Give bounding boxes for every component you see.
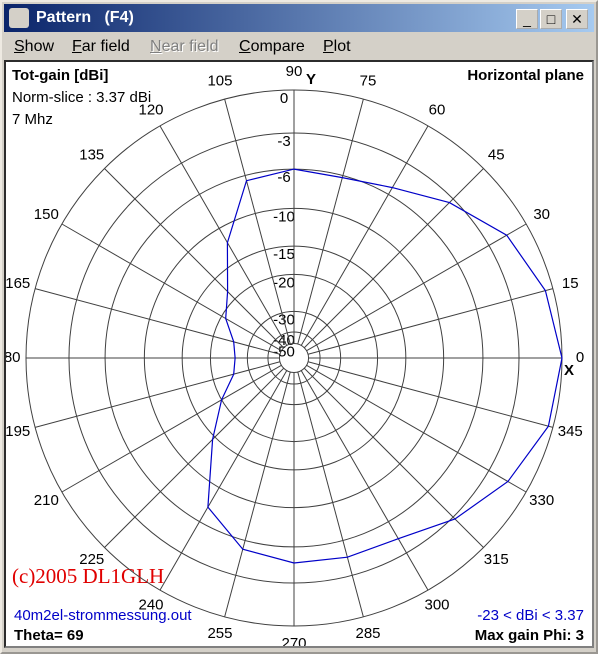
grid-spoke — [303, 367, 484, 548]
menu-item[interactable]: Compare — [239, 38, 305, 55]
r-tick-label: -3 — [277, 133, 290, 150]
angle-tick-label: 255 — [207, 625, 232, 642]
angle-tick-label: 225 — [79, 551, 104, 568]
angle-tick-label: 120 — [138, 101, 163, 118]
grid-spoke — [297, 99, 364, 345]
angle-tick-label: 345 — [558, 423, 583, 440]
angle-tick-label: 165 — [6, 275, 30, 292]
r-tick-label: -50 — [273, 343, 295, 360]
grid-spoke — [224, 99, 291, 345]
close-button[interactable]: ✕ — [566, 9, 588, 29]
angle-tick-label: 270 — [281, 635, 306, 646]
angle-tick-label: 240 — [138, 597, 163, 614]
angle-tick-label: 45 — [488, 147, 505, 164]
grid-spoke — [307, 361, 553, 428]
app-icon — [9, 8, 29, 28]
r-tick-label: -10 — [273, 208, 295, 225]
r-tick-label: -20 — [273, 274, 295, 291]
angle-tick-label: 105 — [207, 73, 232, 90]
grid-spoke — [61, 364, 282, 493]
menu-item[interactable]: Near field — [150, 38, 219, 55]
file-name: 40m2el-strommessung.out — [14, 607, 192, 624]
angle-tick-label: 285 — [356, 625, 381, 642]
angle-tick-label: 300 — [424, 597, 449, 614]
gain-label: Tot-gain [dBi] — [12, 67, 108, 84]
frequency: 7 Mhz — [12, 111, 53, 128]
angle-tick-label: 315 — [484, 551, 509, 568]
grid-spoke — [306, 223, 527, 352]
grid-spoke — [35, 288, 281, 355]
polar-chart: Tot-gain [dBi] Norm-slice : 3.37 dBi 7 M… — [6, 63, 584, 646]
angle-tick-label: 0 — [576, 349, 584, 366]
grid-spoke — [104, 367, 285, 548]
angle-tick-label: 150 — [34, 206, 59, 223]
y-axis-label: Y — [306, 71, 316, 88]
plane: Horizontal plane — [467, 67, 584, 84]
title-bar: Pattern (F4) _ □ ✕ — [4, 4, 594, 32]
grid-spoke — [159, 370, 288, 591]
grid-spoke — [224, 371, 291, 617]
grid-spoke — [306, 364, 527, 493]
grid-spoke — [307, 288, 553, 355]
menu-item[interactable]: Far field — [72, 38, 130, 55]
angle-tick-label: 60 — [429, 101, 446, 118]
max-gain: Max gain Phi: 3 — [475, 627, 584, 644]
grid-spoke — [297, 371, 364, 617]
grid-spoke — [35, 361, 281, 428]
grid-spoke — [300, 370, 429, 591]
maximize-button[interactable]: □ — [540, 9, 562, 29]
menu-item[interactable]: Show — [14, 38, 55, 55]
angle-tick-label: 75 — [360, 73, 377, 90]
r-tick-label: -15 — [273, 246, 295, 263]
copyright: (c)2005 DL1GLH — [12, 564, 164, 588]
grid-spoke — [61, 223, 282, 352]
angle-tick-label: 15 — [562, 275, 579, 292]
minimize-button[interactable]: _ — [516, 9, 538, 29]
angle-tick-label: 195 — [6, 423, 30, 440]
angle-tick-label: 330 — [529, 492, 554, 509]
grid-spoke — [159, 125, 288, 346]
theta: Theta= 69 — [14, 627, 84, 644]
angle-tick-label: 135 — [79, 147, 104, 164]
grid-spoke — [104, 168, 285, 349]
angle-tick-label: 30 — [533, 206, 550, 223]
angle-tick-label: 90 — [286, 63, 303, 80]
r-tick-label: 0 — [280, 90, 288, 107]
norm-slice: Norm-slice : 3.37 dBi — [12, 89, 151, 106]
x-axis-label: X — [564, 362, 574, 379]
angle-tick-label: 210 — [34, 492, 59, 509]
plot-area: Tot-gain [dBi] Norm-slice : 3.37 dBi 7 M… — [4, 60, 594, 648]
pattern-line — [207, 168, 563, 564]
grid-spoke — [303, 168, 484, 349]
range: -23 < dBi < 3.37 — [477, 607, 584, 624]
menu-item[interactable]: Plot — [323, 38, 351, 55]
window-title: Pattern (F4) — [36, 9, 134, 26]
angle-tick-label: 180 — [6, 349, 21, 366]
r-tick-label: -6 — [277, 169, 290, 186]
grid-spoke — [300, 125, 429, 346]
